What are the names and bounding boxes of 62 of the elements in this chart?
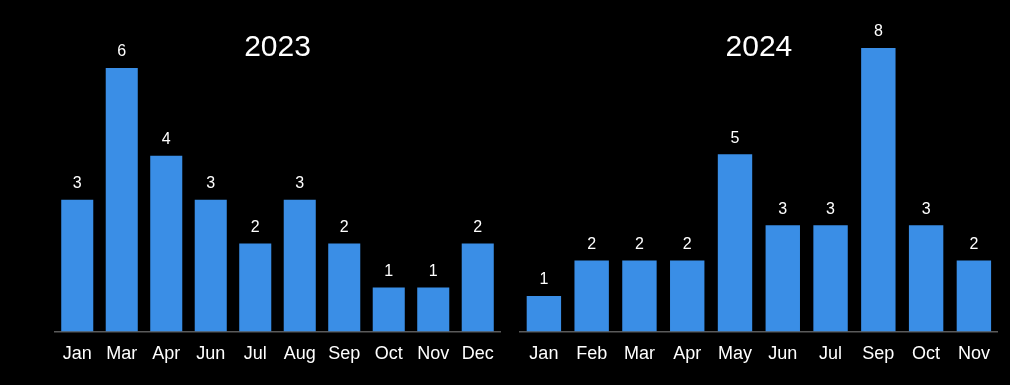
bar bbox=[239, 243, 272, 332]
x-tick-label: Oct bbox=[374, 343, 403, 364]
x-tick-label: Sep bbox=[328, 343, 361, 364]
x-tick-label: Jul bbox=[243, 343, 267, 364]
data-label: 1 bbox=[428, 261, 438, 279]
data-label: 3 bbox=[295, 174, 305, 192]
x-tick-label: Jan bbox=[62, 343, 92, 364]
data-label: 2 bbox=[339, 218, 349, 236]
data-label: 2 bbox=[682, 234, 692, 252]
bar bbox=[461, 243, 494, 332]
x-tick-label: Aug bbox=[283, 343, 316, 364]
chart-title: 2023 bbox=[244, 29, 311, 63]
x-tick-label: Apr bbox=[152, 343, 181, 364]
data-label: 3 bbox=[72, 174, 82, 192]
bar bbox=[861, 48, 896, 332]
data-label: 2 bbox=[587, 234, 597, 252]
data-label: 2 bbox=[250, 218, 260, 236]
chart-title: 2024 bbox=[725, 29, 793, 63]
x-tick-label: Nov bbox=[417, 343, 450, 364]
x-tick-label: Jun bbox=[196, 343, 226, 364]
bar bbox=[372, 287, 405, 332]
x-tick-label: Nov bbox=[957, 343, 990, 364]
x-tick-label: Dec bbox=[461, 343, 494, 364]
data-label: 2 bbox=[473, 218, 483, 236]
data-label: 5 bbox=[730, 128, 740, 146]
bar bbox=[150, 155, 183, 332]
x-tick-label: Mar bbox=[106, 343, 138, 364]
x-tick-label: Mar bbox=[623, 343, 655, 364]
bar bbox=[283, 199, 316, 332]
bar bbox=[956, 260, 992, 332]
bar bbox=[61, 199, 94, 332]
x-tick-label: Jun bbox=[768, 343, 798, 364]
data-label: 6 bbox=[117, 42, 127, 60]
data-label: 3 bbox=[921, 199, 931, 217]
x-tick-label: Feb bbox=[576, 343, 608, 364]
x-tick-label: Jul bbox=[819, 343, 843, 364]
data-label: 8 bbox=[873, 22, 883, 40]
bar bbox=[328, 243, 361, 332]
bar bbox=[622, 260, 657, 332]
bar bbox=[194, 199, 227, 332]
bar bbox=[526, 295, 562, 332]
bar bbox=[717, 154, 753, 332]
bar bbox=[670, 260, 705, 332]
data-label: 2 bbox=[969, 234, 979, 252]
x-tick-label: Oct bbox=[912, 343, 941, 364]
bar bbox=[908, 225, 944, 332]
x-tick-label: Sep bbox=[862, 343, 895, 364]
x-tick-label: Jan bbox=[529, 343, 559, 364]
data-label: 1 bbox=[539, 270, 549, 288]
bar bbox=[813, 225, 848, 332]
data-label: 3 bbox=[206, 174, 216, 192]
x-tick-label: May bbox=[718, 343, 753, 364]
bar bbox=[417, 287, 450, 332]
bar bbox=[574, 260, 609, 332]
bar bbox=[765, 225, 800, 332]
data-label: 3 bbox=[778, 199, 788, 217]
data-label: 1 bbox=[384, 261, 394, 279]
x-tick-label: Apr bbox=[673, 343, 702, 364]
bar bbox=[105, 68, 138, 332]
data-label: 4 bbox=[161, 130, 171, 148]
data-label: 3 bbox=[826, 199, 836, 217]
data-label: 2 bbox=[634, 234, 644, 252]
